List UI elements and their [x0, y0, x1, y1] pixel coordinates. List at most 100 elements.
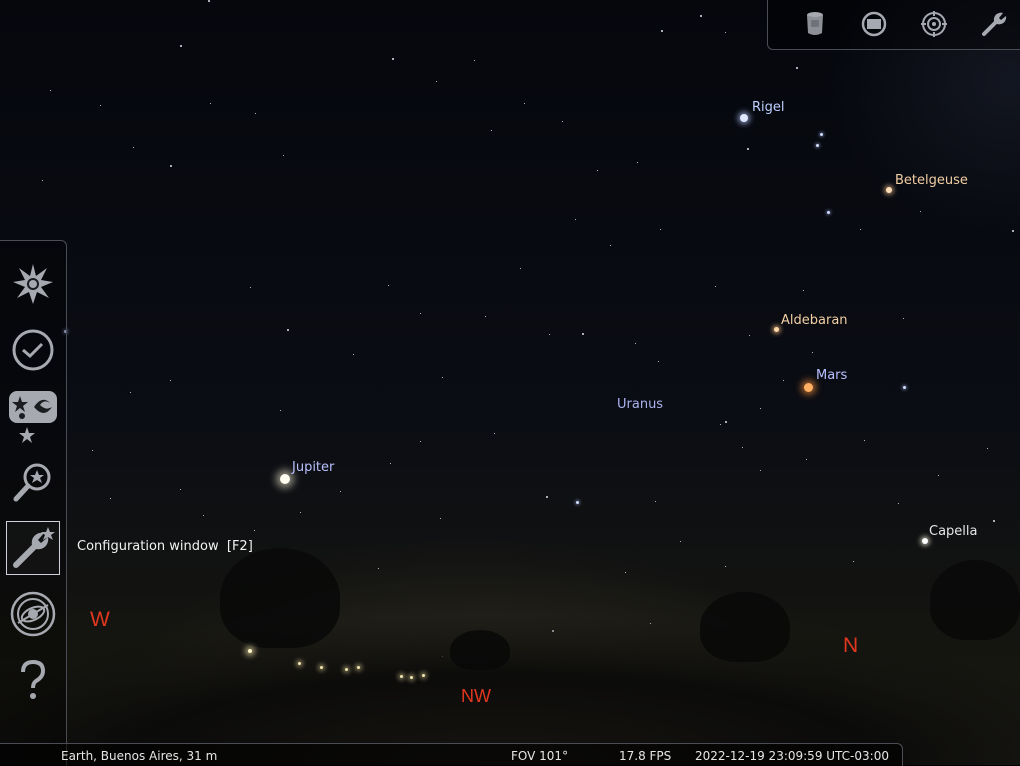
astrocalc-button[interactable] [6, 587, 60, 641]
mars-planet[interactable] [804, 383, 813, 392]
fov-text: FOV 101° [511, 749, 569, 763]
rigel-star[interactable] [740, 114, 748, 122]
background-star [864, 440, 865, 441]
background-star [806, 459, 807, 460]
background-star [575, 219, 576, 220]
background-star [110, 498, 111, 499]
sun-icon [13, 264, 53, 304]
background-star [635, 343, 636, 344]
city-light [410, 676, 413, 679]
help-button[interactable] [6, 653, 60, 707]
aldebaran-label: Aldebaran [781, 313, 848, 328]
background-star [749, 335, 750, 336]
background-star [715, 286, 716, 287]
betelgeuse-star[interactable] [886, 187, 892, 193]
background-star [420, 441, 421, 442]
background-star [420, 313, 421, 314]
background-star [597, 170, 598, 171]
background-star [390, 463, 391, 464]
background-star [180, 489, 181, 490]
status-bar: Earth, Buenos Aires, 31 m FOV 101° 17.8 … [0, 743, 903, 766]
background-star [549, 334, 550, 335]
toolbar-button-1[interactable] [798, 8, 832, 40]
background-star [637, 162, 638, 163]
top-toolbar [767, 0, 1020, 50]
background-star [725, 421, 727, 423]
background-star [720, 424, 721, 425]
cardinal-north: N [843, 634, 859, 657]
city-light [422, 674, 425, 677]
background-star [442, 377, 443, 378]
location-text[interactable]: Earth, Buenos Aires, 31 m [61, 749, 218, 763]
background-star [378, 568, 379, 569]
fullscreen-button[interactable] [857, 8, 891, 40]
background-star [494, 433, 495, 434]
background-star [853, 561, 854, 562]
background-star [820, 133, 823, 136]
wrench-star-icon [13, 527, 55, 568]
city-light [320, 666, 323, 669]
background-star [562, 121, 563, 122]
aldebaran-star[interactable] [774, 327, 779, 332]
clock-icon [12, 329, 54, 371]
background-star [100, 105, 101, 106]
background-star [625, 572, 626, 573]
search-icon [13, 463, 51, 502]
city-light [248, 649, 252, 653]
sky-objects-icon [9, 391, 57, 443]
background-star [576, 501, 579, 504]
capella-star[interactable] [922, 538, 928, 544]
tree-silhouette [700, 592, 790, 662]
configuration-button[interactable] [6, 521, 60, 575]
tree-silhouette [220, 548, 340, 648]
background-star [1012, 230, 1014, 232]
betelgeuse-label: Betelgeuse [895, 173, 968, 188]
left-toolbar [0, 240, 67, 766]
background-star [760, 470, 761, 471]
background-star [760, 408, 761, 409]
settings-button[interactable] [977, 8, 1011, 40]
tree-silhouette [450, 630, 510, 670]
cardinal-west: W [90, 608, 110, 631]
date-time-button[interactable] [6, 323, 60, 377]
background-star [816, 144, 819, 147]
background-star [546, 496, 548, 498]
uranus-label: Uranus [617, 397, 664, 412]
background-star [180, 45, 182, 47]
city-light [357, 666, 360, 669]
background-star [283, 155, 284, 156]
background-star [133, 147, 134, 148]
background-star [280, 410, 281, 411]
sky-and-viewing-options-button[interactable] [6, 257, 60, 311]
jupiter-label: Jupiter [292, 460, 335, 475]
astronomical-calculations-icon [10, 591, 56, 637]
datetime-text[interactable]: 2022-12-19 23:09:59 UTC-03:00 [695, 749, 889, 763]
jupiter-planet[interactable] [280, 474, 290, 484]
background-star [388, 285, 389, 286]
sky-objects-button[interactable] [6, 389, 60, 443]
tree-silhouette [930, 560, 1020, 640]
background-star [520, 268, 521, 269]
background-star [353, 354, 354, 355]
background-star [92, 450, 93, 451]
background-star [827, 211, 830, 214]
target-icon [921, 11, 947, 37]
background-star [392, 58, 394, 60]
background-star [725, 32, 726, 33]
background-star [524, 103, 525, 104]
search-button[interactable] [6, 455, 60, 509]
capella-label: Capella [929, 524, 978, 539]
centre-object-button[interactable] [917, 8, 951, 40]
wrench-icon [982, 12, 1007, 36]
background-star [725, 566, 726, 567]
mars-label: Mars [816, 368, 848, 383]
background-star [803, 290, 804, 291]
background-star [42, 180, 43, 181]
background-star [287, 329, 289, 331]
background-star [491, 130, 492, 131]
background-star [170, 165, 172, 167]
background-star [655, 501, 656, 502]
background-star [898, 503, 899, 504]
background-star [903, 386, 906, 389]
fps-text: 17.8 FPS [619, 749, 672, 763]
